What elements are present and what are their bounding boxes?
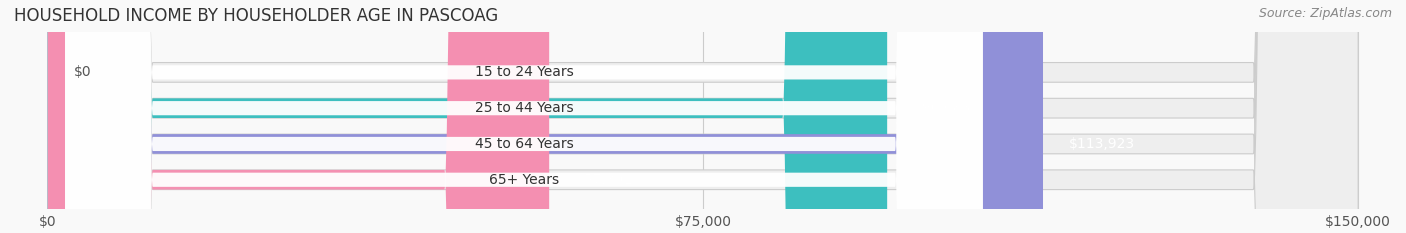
Text: Source: ZipAtlas.com: Source: ZipAtlas.com [1258, 7, 1392, 20]
Text: 25 to 44 Years: 25 to 44 Years [475, 101, 574, 115]
FancyBboxPatch shape [65, 0, 983, 233]
FancyBboxPatch shape [65, 0, 983, 233]
FancyBboxPatch shape [48, 0, 887, 233]
FancyBboxPatch shape [48, 0, 1358, 233]
Text: HOUSEHOLD INCOME BY HOUSEHOLDER AGE IN PASCOAG: HOUSEHOLD INCOME BY HOUSEHOLDER AGE IN P… [14, 7, 498, 25]
FancyBboxPatch shape [65, 0, 983, 233]
Text: $0: $0 [75, 65, 91, 79]
FancyBboxPatch shape [48, 0, 550, 233]
Text: 15 to 24 Years: 15 to 24 Years [475, 65, 574, 79]
Text: 65+ Years: 65+ Years [489, 173, 560, 187]
Text: $57,391: $57,391 [575, 173, 633, 187]
Text: $113,923: $113,923 [1069, 137, 1135, 151]
Text: 45 to 64 Years: 45 to 64 Years [475, 137, 574, 151]
Text: $96,083: $96,083 [914, 101, 970, 115]
FancyBboxPatch shape [48, 0, 1043, 233]
FancyBboxPatch shape [48, 0, 1358, 233]
FancyBboxPatch shape [65, 0, 983, 233]
FancyBboxPatch shape [48, 0, 1358, 233]
FancyBboxPatch shape [48, 0, 1358, 233]
